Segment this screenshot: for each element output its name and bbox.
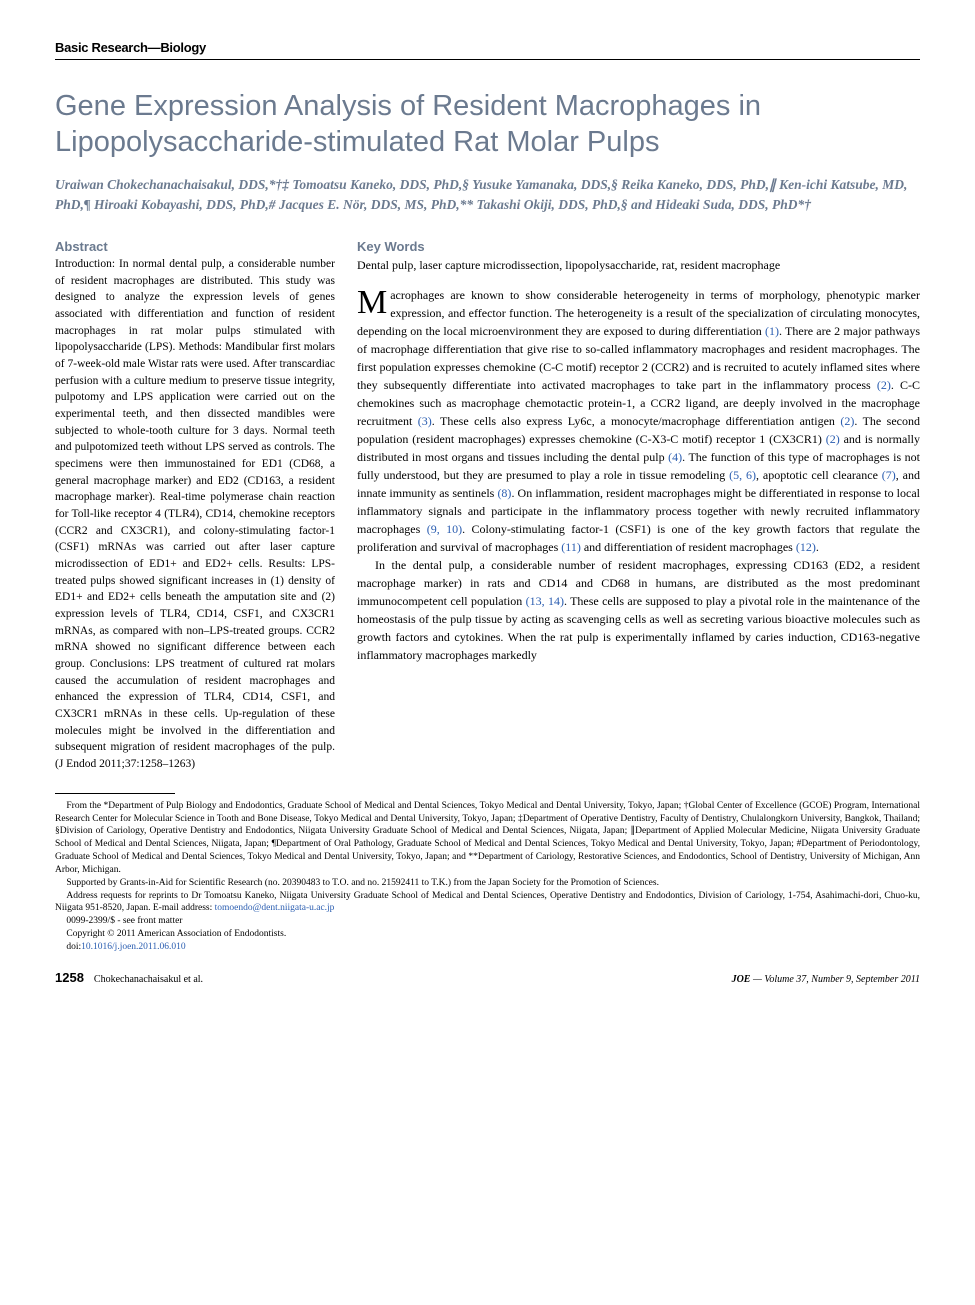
main-column: Key Words Dental pulp, laser capture mic…: [357, 239, 920, 773]
section-label: Basic Research—Biology: [55, 40, 920, 55]
footer-author: Chokechanachaisakul et al.: [94, 974, 203, 985]
doi-prefix: doi:: [66, 942, 81, 952]
body-paragraph-2: In the dental pulp, a considerable numbe…: [357, 556, 920, 664]
body-p1-text: acrophages are known to show considerabl…: [357, 288, 920, 554]
footnote-support: Supported by Grants-in-Aid for Scientifi…: [55, 877, 920, 890]
article-title: Gene Expression Analysis of Resident Mac…: [55, 88, 920, 161]
footer-citation: — Volume 37, Number 9, September 2011: [750, 974, 920, 985]
footer-right: JOE — Volume 37, Number 9, September 201…: [732, 974, 920, 985]
footnote-affiliations: From the *Department of Pulp Biology and…: [55, 800, 920, 877]
footer-journal: JOE: [732, 974, 751, 985]
footnote-reprint-text: Address requests for reprints to Dr Tomo…: [55, 891, 920, 914]
doi-link[interactable]: 10.1016/j.joen.2011.06.010: [81, 942, 185, 952]
footnote-reprint: Address requests for reprints to Dr Tomo…: [55, 890, 920, 916]
body-text: Macrophages are known to show considerab…: [357, 286, 920, 664]
page-footer: 1258 Chokechanachaisakul et al. JOE — Vo…: [55, 970, 920, 985]
two-column-layout: Abstract Introduction: In normal dental …: [55, 239, 920, 773]
footnote-copyright: Copyright © 2011 American Association of…: [55, 928, 920, 941]
author-list: Uraiwan Chokechanachaisakul, DDS,*†‡ Tom…: [55, 175, 920, 216]
dropcap: M: [357, 286, 390, 319]
abstract-column: Abstract Introduction: In normal dental …: [55, 239, 335, 773]
footer-left: 1258 Chokechanachaisakul et al.: [55, 970, 203, 985]
footnotes-block: From the *Department of Pulp Biology and…: [55, 800, 920, 954]
footnote-issn: 0099-2399/$ - see front matter: [55, 915, 920, 928]
email-link[interactable]: tomoendo@dent.niigata-u.ac.jp: [215, 903, 335, 913]
keywords-heading: Key Words: [357, 239, 920, 254]
abstract-body: Introduction: In normal dental pulp, a c…: [55, 256, 335, 773]
footnote-doi: doi:10.1016/j.joen.2011.06.010: [55, 941, 920, 954]
abstract-heading: Abstract: [55, 239, 335, 254]
header-rule-section: Basic Research—Biology: [55, 40, 920, 60]
keywords-body: Dental pulp, laser capture microdissecti…: [357, 256, 920, 274]
footnote-separator: [55, 793, 175, 794]
page-number: 1258: [55, 970, 84, 985]
body-paragraph-1: Macrophages are known to show considerab…: [357, 286, 920, 556]
